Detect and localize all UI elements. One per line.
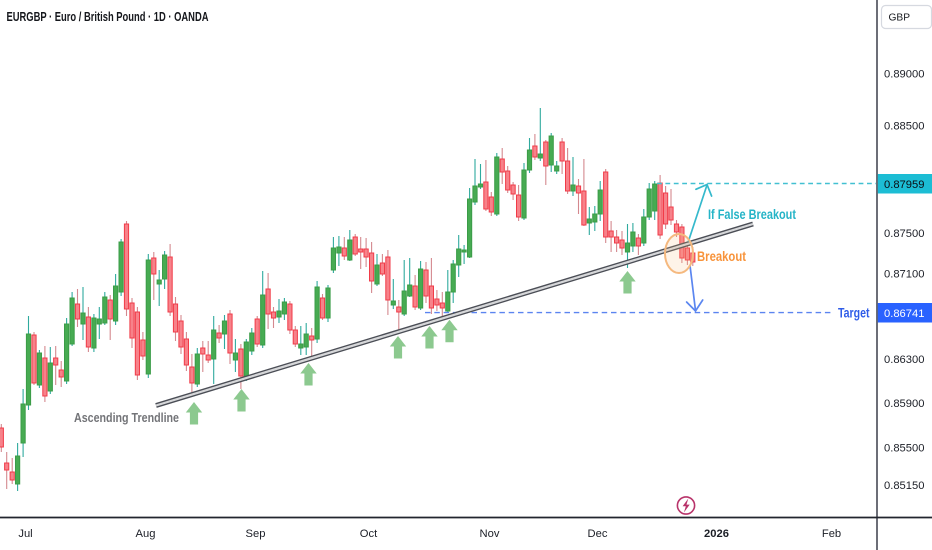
svg-text:0.85150: 0.85150 — [884, 480, 924, 492]
svg-text:0.85500: 0.85500 — [884, 443, 924, 455]
svg-text:Sep: Sep — [246, 528, 266, 540]
svg-text:0.87959: 0.87959 — [884, 179, 924, 191]
svg-text:Aug: Aug — [136, 528, 156, 540]
svg-text:0.86741: 0.86741 — [884, 308, 924, 320]
svg-text:0.89000: 0.89000 — [884, 69, 924, 81]
svg-text:Feb: Feb — [822, 528, 841, 540]
svg-text:2026: 2026 — [704, 528, 729, 540]
svg-text:0.85900: 0.85900 — [884, 398, 924, 410]
svg-text:Oct: Oct — [360, 528, 378, 540]
svg-text:Nov: Nov — [480, 528, 500, 540]
svg-text:GBP: GBP — [889, 12, 911, 23]
svg-text:Dec: Dec — [588, 528, 608, 540]
svg-text:Target: Target — [838, 306, 870, 321]
svg-text:EURGBP · Euro / British Pound: EURGBP · Euro / British Pound · 1D · OAN… — [7, 10, 209, 24]
svg-text:Jul: Jul — [18, 528, 32, 540]
svg-text:0.87100: 0.87100 — [884, 269, 924, 281]
svg-text:Ascending Trendline: Ascending Trendline — [74, 411, 179, 425]
svg-text:If False Breakout: If False Breakout — [708, 207, 796, 222]
svg-text:0.87500: 0.87500 — [884, 228, 924, 240]
svg-text:Breakout: Breakout — [697, 249, 746, 264]
svg-text:0.88500: 0.88500 — [884, 121, 924, 133]
svg-text:0.86300: 0.86300 — [884, 354, 924, 366]
